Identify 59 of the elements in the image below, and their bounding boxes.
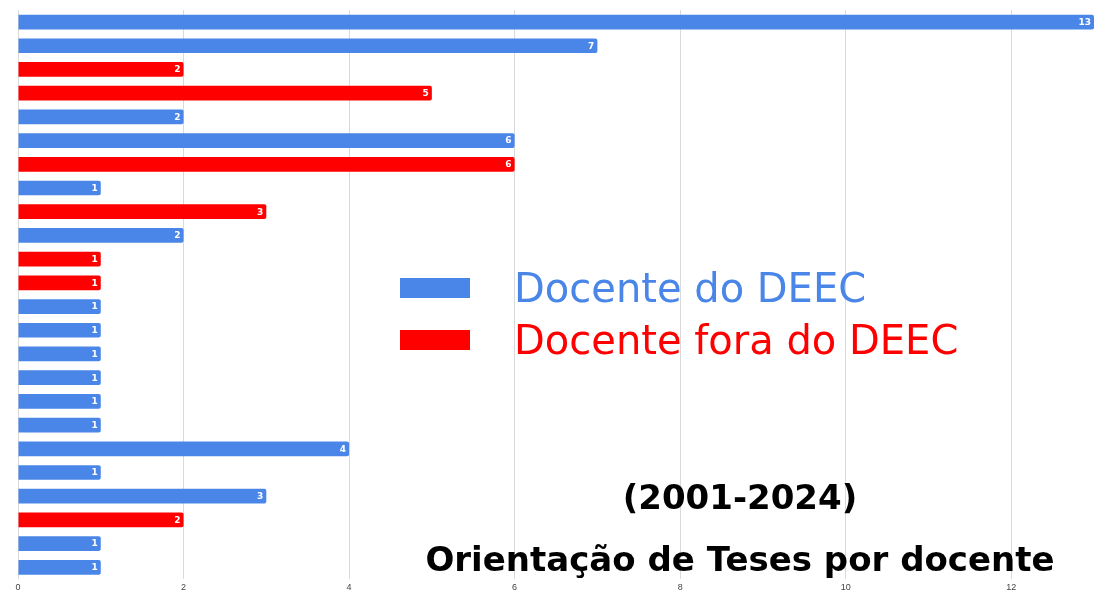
data-label: 6 (505, 135, 512, 146)
data-label: 1 (91, 372, 98, 383)
data-label: 1 (91, 396, 98, 407)
data-label: 2 (174, 230, 181, 241)
x-tick-label: 4 (346, 582, 352, 593)
data-label: 4 (339, 443, 347, 454)
bar (18, 299, 101, 314)
x-tick-label: 6 (512, 582, 518, 593)
bar (18, 38, 598, 54)
bar (18, 180, 101, 196)
data-label: 7 (588, 40, 595, 51)
bar (18, 133, 515, 148)
data-label: 2 (174, 514, 181, 525)
data-label: 1 (91, 277, 98, 288)
data-label: 5 (422, 88, 429, 99)
x-tick-label: 10 (840, 582, 851, 593)
bar (18, 370, 101, 386)
bar (18, 251, 101, 267)
x-tick-label: 8 (677, 582, 683, 593)
bar (18, 512, 184, 528)
x-tick-label: 12 (1006, 582, 1017, 593)
data-label: 3 (257, 206, 264, 217)
data-label: 2 (174, 64, 181, 75)
data-label: 1 (91, 301, 98, 312)
data-label: 1 (91, 253, 98, 264)
data-label: 1 (91, 182, 98, 193)
data-label: 13 (1078, 16, 1091, 27)
bar (18, 560, 101, 575)
data-label: 6 (505, 159, 512, 170)
bar (18, 109, 184, 125)
x-tick-label: 2 (181, 582, 187, 593)
bar (18, 14, 1094, 30)
data-label: 1 (91, 325, 98, 336)
data-label: 1 (91, 348, 98, 359)
bar (18, 346, 101, 362)
bar (18, 62, 184, 77)
bar (18, 85, 432, 101)
bar (18, 228, 184, 243)
legend-label: Docente do DEEC (514, 265, 867, 311)
data-label: 1 (91, 538, 98, 549)
x-tick-label: 0 (15, 582, 21, 593)
bar (18, 322, 101, 338)
bar (18, 394, 101, 409)
bar (18, 536, 101, 551)
data-label: 1 (91, 419, 98, 430)
bar (18, 417, 101, 433)
bar (18, 204, 267, 220)
text: Orientação de Teses por docente (425, 539, 1055, 579)
bar (18, 441, 350, 457)
data-label: 1 (91, 467, 98, 478)
bar (18, 156, 515, 172)
bar (18, 488, 267, 504)
text: (2001-2024) (621, 476, 859, 519)
data-label: 2 (174, 111, 181, 122)
bar (18, 465, 101, 480)
data-label: 3 (257, 491, 264, 502)
data-label: 1 (91, 562, 98, 573)
legend-label: Docente fora do DEEC (514, 317, 959, 363)
bar (18, 275, 101, 291)
